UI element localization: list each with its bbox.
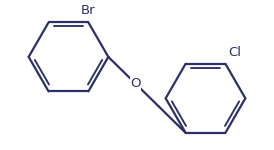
Text: Br: Br [81, 4, 96, 17]
Text: O: O [130, 77, 141, 90]
Text: Cl: Cl [228, 46, 241, 59]
